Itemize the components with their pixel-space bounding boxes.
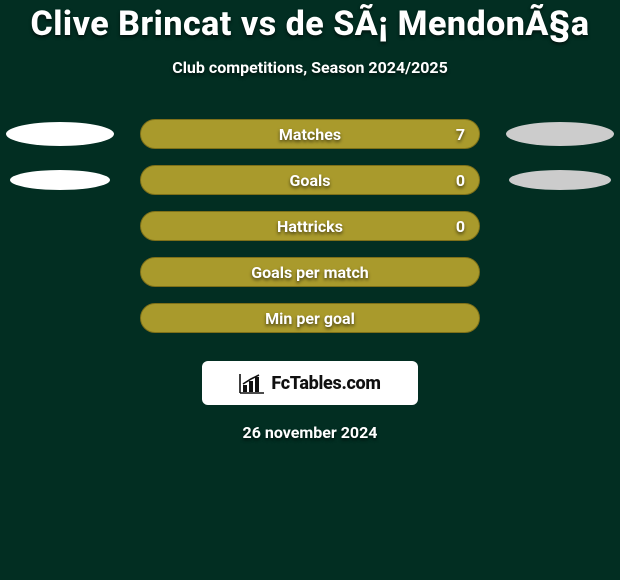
stat-value: 0 [456,171,465,190]
stat-bar: Min per goal [140,303,480,333]
stat-bar: Goals0 [140,165,480,195]
stat-row: Min per goal [0,303,620,333]
stat-label: Goals per match [141,263,479,282]
logo-text: FcTables.com [271,373,380,394]
stat-label: Hattricks [141,217,479,236]
comparison-card: Clive Brincat vs de SÃ¡ MendonÃ§a Club c… [0,0,620,580]
stat-row: Matches7 [0,119,620,149]
stats-rows: Matches7Goals0Hattricks0Goals per matchM… [0,119,620,333]
stat-bar: Goals per match [140,257,480,287]
fctables-logo: FcTables.com [202,361,418,405]
stat-bar: Matches7 [140,119,480,149]
player-right-ellipse [509,170,611,190]
bars-chart-icon [239,372,265,394]
stat-value: 7 [456,125,465,144]
stat-label: Goals [141,171,479,190]
stat-row: Goals per match [0,257,620,287]
player-left-ellipse [6,122,114,146]
stat-label: Min per goal [141,309,479,328]
title: Clive Brincat vs de SÃ¡ MendonÃ§a [0,4,620,44]
player-left-ellipse [10,170,110,190]
stat-row: Hattricks0 [0,211,620,241]
date: 26 november 2024 [0,423,620,442]
subtitle: Club competitions, Season 2024/2025 [0,58,620,77]
stat-value: 0 [456,217,465,236]
stat-bar: Hattricks0 [140,211,480,241]
stat-label: Matches [141,125,479,144]
stat-row: Goals0 [0,165,620,195]
player-right-ellipse [506,122,614,146]
